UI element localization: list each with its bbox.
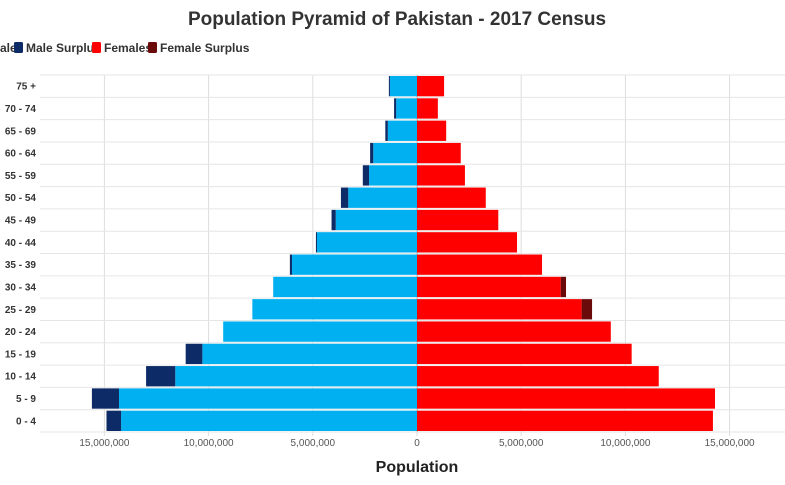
legend-item-females[interactable]: Females <box>92 41 152 55</box>
legend-label: Male Surplus <box>26 41 101 55</box>
bar-male-surplus-45-49 <box>331 209 336 231</box>
legend-swatch <box>148 42 157 53</box>
category-label: 30 - 34 <box>5 282 37 293</box>
bar-females-50-54 <box>417 187 486 208</box>
category-label: 60 - 64 <box>5 149 37 160</box>
category-label: 15 - 19 <box>5 349 37 360</box>
bar-male-surplus-40-44 <box>315 232 317 253</box>
bar-male-surplus-70-74 <box>394 98 397 119</box>
bar-females-60-64 <box>417 142 461 164</box>
legend-item-male-surplus[interactable]: Male Surplus <box>14 41 101 55</box>
bar-males-45-49 <box>335 209 417 231</box>
bar-male-surplus-65-69 <box>385 120 388 141</box>
bar-males-30-34 <box>273 276 417 298</box>
legend-item-female-surplus[interactable]: Female Surplus <box>148 41 250 55</box>
x-tick-labels: 15,000,000 10,000,000 5,000,000 0 5,000,000 1… <box>79 438 755 449</box>
bar-male-surplus-60-64 <box>370 142 374 164</box>
bar-male-surplus-35-39 <box>289 254 292 275</box>
x-axis-title: Population <box>376 459 459 476</box>
bar-females-65-69 <box>417 120 447 141</box>
bar-males-15-19 <box>202 343 417 365</box>
x-tick-label: 10,000,000 <box>600 438 650 449</box>
x-tick-label: 15,000,000 <box>705 438 755 449</box>
bar-females-70-74 <box>417 98 438 119</box>
bar-male-surplus-15-19 <box>185 343 203 365</box>
bar-females-0-4 <box>417 410 713 431</box>
bar-males-75- <box>389 76 417 97</box>
category-label: 50 - 54 <box>5 193 37 204</box>
x-tick-label: 5,000,000 <box>499 438 544 449</box>
bar-male-surplus-10-14 <box>146 366 176 387</box>
category-label: 45 - 49 <box>5 216 37 227</box>
bar-females-75- <box>417 76 445 97</box>
bar-females-15-19 <box>417 343 632 365</box>
bar-males-65-69 <box>387 120 417 141</box>
bar-males-25-29 <box>252 299 417 320</box>
bar-females-40-44 <box>417 232 518 253</box>
bar-males-5-9 <box>118 388 417 409</box>
bar-male-surplus-0-4 <box>106 410 122 431</box>
bar-males-35-39 <box>291 254 417 275</box>
bar-male-surplus-75- <box>388 76 390 97</box>
legend-label: Female Surplus <box>160 41 250 55</box>
bar-males-50-54 <box>348 187 417 208</box>
x-tick-label: 15,000,000 <box>79 438 129 449</box>
x-tick-label: 10,000,000 <box>184 438 234 449</box>
category-label: 70 - 74 <box>5 104 37 115</box>
bar-males-10-14 <box>175 366 417 387</box>
bar-females-5-9 <box>417 388 716 409</box>
bar-males-20-24 <box>223 321 417 342</box>
x-tick-label: 5,000,000 <box>291 438 336 449</box>
legend-swatch <box>14 42 23 53</box>
bar-females-30-34 <box>417 276 561 298</box>
category-label: 75 + <box>16 82 36 93</box>
bar-females-10-14 <box>417 366 659 387</box>
bar-female-surplus-30-34 <box>560 276 567 298</box>
category-label: 55 - 59 <box>5 171 37 182</box>
bar-males-40-44 <box>316 232 417 253</box>
category-label: 0 - 4 <box>16 416 36 427</box>
bar-females-25-29 <box>417 299 582 320</box>
category-label: 40 - 44 <box>5 238 37 249</box>
bar-males-60-64 <box>373 142 417 164</box>
legend-label: Females <box>104 41 152 55</box>
bar-males-0-4 <box>121 410 418 431</box>
category-labels: 0 - 4 5 - 9 10 - 14 15 - 19 20 - 24 25 - 29 30… <box>5 82 37 428</box>
category-label: 5 - 9 <box>16 394 36 405</box>
x-tick-label: 0 <box>414 438 420 449</box>
bar-males-70-74 <box>396 98 417 119</box>
chart-title: Population Pyramid of Pakistan - 2017 Ce… <box>188 9 606 30</box>
bar-male-surplus-55-59 <box>362 165 370 186</box>
category-label: 25 - 29 <box>5 305 37 316</box>
bar-females-55-59 <box>417 165 465 186</box>
bar-females-20-24 <box>417 321 611 342</box>
bar-male-surplus-50-54 <box>340 187 349 208</box>
bar-male-surplus-5-9 <box>91 388 119 409</box>
category-label: 65 - 69 <box>5 126 37 137</box>
legend-swatch <box>92 42 101 53</box>
bar-males-55-59 <box>369 165 417 186</box>
bar-females-35-39 <box>417 254 543 275</box>
bars <box>91 76 716 431</box>
category-label: 20 - 24 <box>5 327 37 338</box>
category-label: 35 - 39 <box>5 260 37 271</box>
bar-females-45-49 <box>417 209 499 231</box>
category-label: 10 - 14 <box>5 372 37 383</box>
bar-female-surplus-25-29 <box>581 299 593 320</box>
